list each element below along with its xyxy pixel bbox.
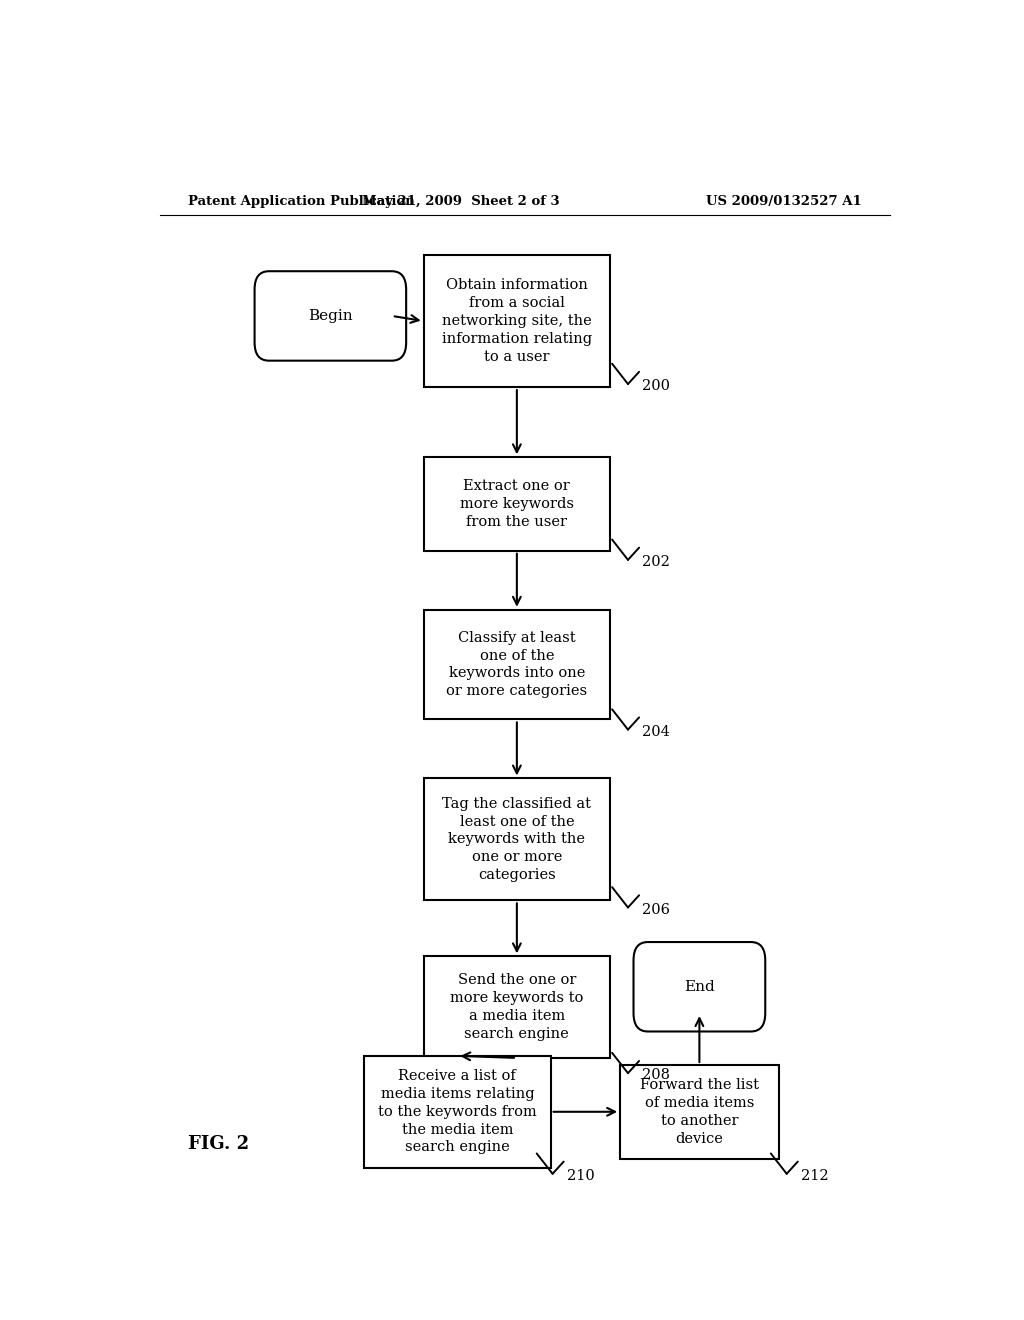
Text: 208: 208 (642, 1068, 671, 1082)
FancyBboxPatch shape (634, 942, 765, 1031)
FancyBboxPatch shape (255, 271, 407, 360)
FancyBboxPatch shape (424, 610, 610, 719)
Text: FIG. 2: FIG. 2 (187, 1135, 249, 1154)
Text: Begin: Begin (308, 309, 352, 323)
Text: 200: 200 (642, 379, 671, 393)
Text: Receive a list of
media items relating
to the keywords from
the media item
searc: Receive a list of media items relating t… (378, 1069, 537, 1155)
Text: Extract one or
more keywords
from the user: Extract one or more keywords from the us… (460, 479, 573, 529)
FancyBboxPatch shape (424, 779, 610, 900)
Text: 204: 204 (642, 725, 670, 739)
FancyBboxPatch shape (424, 255, 610, 387)
Text: Tag the classified at
least one of the
keywords with the
one or more
categories: Tag the classified at least one of the k… (442, 797, 592, 882)
Text: Patent Application Publication: Patent Application Publication (187, 194, 415, 207)
FancyBboxPatch shape (424, 457, 610, 550)
FancyBboxPatch shape (620, 1065, 779, 1159)
Text: 206: 206 (642, 903, 671, 916)
Text: 210: 210 (567, 1168, 595, 1183)
Text: May 21, 2009  Sheet 2 of 3: May 21, 2009 Sheet 2 of 3 (362, 194, 560, 207)
Text: Send the one or
more keywords to
a media item
search engine: Send the one or more keywords to a media… (451, 973, 584, 1041)
Text: Forward the list
of media items
to another
device: Forward the list of media items to anoth… (640, 1078, 759, 1146)
FancyBboxPatch shape (424, 956, 610, 1057)
Text: End: End (684, 979, 715, 994)
Text: US 2009/0132527 A1: US 2009/0132527 A1 (707, 194, 862, 207)
Text: 212: 212 (801, 1168, 828, 1183)
Text: Classify at least
one of the
keywords into one
or more categories: Classify at least one of the keywords in… (446, 631, 588, 698)
Text: Obtain information
from a social
networking site, the
information relating
to a : Obtain information from a social network… (441, 279, 592, 364)
FancyBboxPatch shape (365, 1056, 551, 1168)
Text: 202: 202 (642, 554, 670, 569)
